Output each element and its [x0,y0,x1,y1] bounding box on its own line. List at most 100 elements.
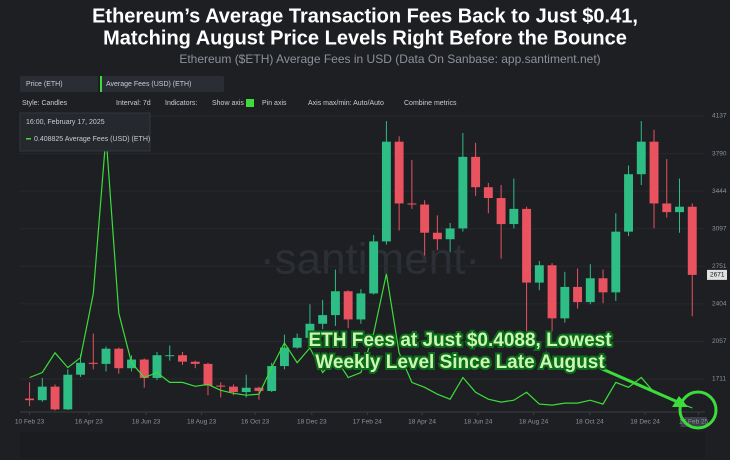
candle-body [63,374,73,410]
candle-body [534,265,544,283]
candle-body [216,385,226,387]
tooltip [19,112,151,152]
toolbar-item[interactable]: Style: Candles [22,100,68,107]
candle-body [432,232,442,240]
tab[interactable] [100,76,224,92]
y-tick-label: 4137 [712,113,727,120]
candle-body [37,386,47,401]
candle-body [114,348,124,369]
candle-body [292,337,302,348]
toolbar-item[interactable]: Indicators: [165,100,197,107]
tooltip-swatch [26,138,31,140]
x-tick-label: 18 Aug 23 [187,419,217,426]
x-cursor-label-bg [680,417,707,427]
x-tick-label: 10 Feb 23 [15,419,45,426]
candle-body [330,291,340,316]
tab-label: Price (ETH) [26,81,63,88]
candle-body [343,291,353,320]
tab-indicator [100,76,102,92]
candle-body [407,203,417,205]
candle-body [381,141,391,242]
tooltip-date: 16:00, February 17, 2025 [26,119,105,126]
fee-line [29,135,693,409]
candle-body [458,156,468,229]
candle-body [636,141,646,175]
y-tick-label: 3790 [712,150,727,157]
candle-body [127,359,136,369]
x-tick-label: 16 Apr 23 [75,419,103,426]
candle-body [611,231,621,293]
candle-body [649,141,659,204]
checkbox[interactable] [246,99,254,107]
candle-body [483,187,493,199]
candle-body [76,362,85,375]
last-price-label: 2671 [710,272,725,279]
navigator [20,432,705,458]
candle-body [88,362,98,364]
candle-body [25,398,35,401]
candle-body [420,204,430,233]
candle-body [687,206,697,275]
candle-body [369,241,379,294]
toolbar-item[interactable]: Pin axis [262,100,287,107]
candle-body [50,386,60,410]
candle-body [560,286,570,319]
candle-body [509,208,519,225]
candle-body [471,156,481,188]
tab[interactable] [20,76,98,92]
toolbar-item[interactable]: Show axis [212,100,244,107]
x-tick-label: 18 Dec 24 [630,419,660,426]
candle-body [254,387,264,391]
tooltip-entry: 0.408825 Average Fees (USD) (ETH) [34,136,150,143]
candle-body [547,265,557,319]
toolbar-item[interactable]: Interval: 7d [116,100,151,107]
y-tick-label: 3444 [712,188,727,195]
title-line: Matching August Price Levels Right Befor… [103,27,627,49]
candle-body [203,363,213,386]
x-tick-label: 18 Dec 23 [297,419,327,426]
candle-body [152,355,162,378]
tab-label: Average Fees (USD) (ETH) [106,81,191,88]
candle-body [394,141,404,204]
candle-body [190,361,200,364]
y-tick-label: 2751 [712,263,727,270]
candle-body [229,386,238,393]
candle-body [165,355,175,357]
x-tick-label: 17 Feb 25 [679,419,709,426]
subtitle: Ethereum ($ETH) Average Fees in USD (Dat… [179,52,600,66]
x-tick-label: 18 Aug 24 [519,419,549,426]
y-tick-label: 3097 [712,225,727,232]
candle-body [624,174,633,232]
candle-body [598,278,608,293]
candle-body [318,315,328,324]
x-tick-label: 18 Oct 24 [576,419,605,426]
x-tick-label: 17 Feb 24 [353,419,383,426]
candle-body [267,366,277,391]
candle-body [178,355,187,362]
highlight-circle [678,390,718,430]
x-tick-label: 18 Jun 23 [132,419,161,426]
candle-body [241,387,251,393]
candle-body [496,198,506,225]
candle-body [279,347,289,367]
candle-body [573,286,583,303]
arrow-head [672,396,688,407]
title-line: Ethereum’s Average Transaction Fees Back… [92,5,638,27]
y-tick-label: 2057 [712,338,727,345]
toolbar-item[interactable]: Combine metrics [404,100,457,107]
candle-body [101,348,111,364]
toolbar-item[interactable]: Axis max/min: Auto/Auto [308,100,384,107]
x-tick-label: 18 Apr 24 [408,419,436,426]
last-price-bg [707,269,727,280]
annotation: ETH Fees at Just $0.4088, Lowest [308,330,612,351]
y-tick-label: 1711 [712,376,726,383]
arrow [599,366,681,405]
candle-body [305,323,315,338]
candle-body [662,203,672,213]
x-tick-label: 16 Oct 23 [241,419,270,426]
x-tick-label: 18 Jun 24 [464,419,493,426]
y-tick-label: 2404 [712,301,727,308]
plot: ·santiment·41373790344430972751240420571… [15,113,727,427]
candle-body [585,278,595,303]
